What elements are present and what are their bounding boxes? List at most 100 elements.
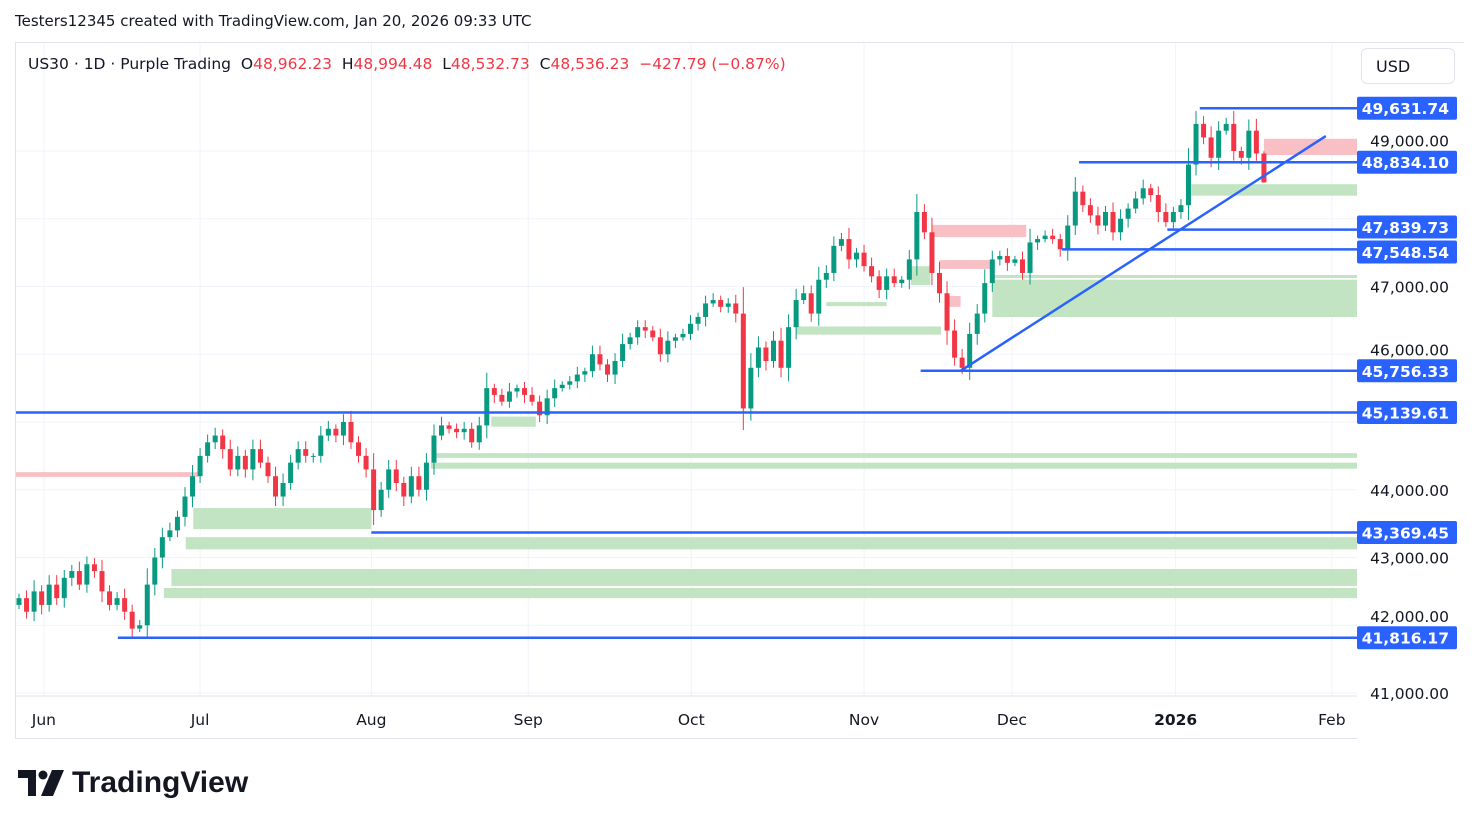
candle-down (371, 469, 377, 511)
candle-down (1087, 205, 1093, 216)
candle-up (680, 333, 686, 338)
time-tick-label: 2026 (1154, 711, 1197, 729)
high-label: H (341, 55, 354, 73)
candle-down (597, 354, 603, 365)
candle-down (537, 401, 543, 416)
candle-down (529, 394, 535, 402)
supply-zone (16, 472, 199, 477)
candle-down (740, 313, 746, 409)
tradingview-logo[interactable]: TradingView (18, 766, 248, 800)
candle-down (936, 272, 942, 294)
candle-down (657, 337, 663, 355)
candle-up (167, 530, 173, 538)
candle-up (853, 252, 859, 260)
candle-down (1095, 215, 1101, 226)
candle-up (635, 327, 641, 338)
price-level-badge (1357, 359, 1457, 383)
candle-down (401, 482, 407, 497)
time-tick-label: Jun (31, 711, 56, 729)
candle-down (393, 469, 399, 483)
price-tick-label: 41,000.00 (1370, 685, 1449, 703)
candle-down (952, 330, 958, 358)
candle-up (695, 316, 701, 324)
candle-up (703, 303, 709, 317)
candle-down (778, 340, 784, 368)
candle-down (348, 422, 354, 443)
candle-down (522, 388, 528, 395)
candle-down (929, 232, 935, 273)
candle-up (899, 279, 905, 284)
candle-up (1223, 123, 1229, 131)
candle-down (499, 394, 505, 402)
change-value: −427.79 (−0.87%) (639, 55, 786, 73)
candle-up (974, 313, 980, 334)
candle-down (24, 598, 30, 612)
candle-up (1072, 191, 1078, 226)
price-level-label: 45,756.33 (1362, 363, 1449, 381)
price-level-label: 49,631.74 (1362, 100, 1449, 118)
candle-up (340, 422, 346, 436)
candle-up (1042, 235, 1048, 240)
candle-up (612, 361, 618, 375)
time-tick-label: Sep (514, 711, 543, 729)
candle-up (235, 455, 241, 470)
close-value: 48,536.23 (550, 55, 630, 73)
currency-button[interactable]: USD (1361, 48, 1455, 84)
candle-up (190, 476, 196, 497)
demand-zone (796, 326, 941, 335)
candle-down (733, 303, 739, 314)
candle-up (997, 256, 1003, 260)
low-value: 48,532.73 (450, 55, 530, 73)
demand-zone (430, 462, 1357, 469)
candle-down (99, 571, 105, 592)
demand-zone (436, 453, 1357, 458)
candle-down (265, 462, 271, 477)
candle-up (544, 398, 550, 416)
ohlc-legend: US30 · 1D · Purple Trading O48,962.23 H4… (28, 55, 786, 73)
candle-down (454, 428, 460, 433)
candle-down (356, 442, 362, 456)
price-tick-label: 42,000.00 (1370, 608, 1449, 626)
chart-panel[interactable]: 41,000.00 42,000.00 43,000.00 44,000.00 46,0… (15, 42, 1465, 740)
price-tick-label: 46,000.00 (1370, 341, 1449, 359)
candle-up (114, 598, 120, 605)
candle-up (823, 272, 829, 280)
candle-down (1261, 153, 1267, 183)
candle-up (506, 391, 512, 402)
candle-up (295, 449, 301, 463)
price-level-label: 45,139.61 (1362, 405, 1449, 423)
candlestick-chart[interactable]: 41,000.00 42,000.00 43,000.00 44,000.00 46,0… (16, 43, 1465, 740)
candle-up (748, 367, 754, 409)
candle-up (620, 344, 626, 362)
price-level-label: 41,816.17 (1362, 630, 1449, 648)
candle-down (1155, 195, 1161, 212)
candle-down (1208, 137, 1214, 158)
candle-up (61, 577, 67, 599)
candle-up (574, 374, 580, 382)
supply-zone (939, 260, 993, 269)
candle-down (1253, 130, 1259, 154)
candle-down (469, 428, 475, 443)
candle-down (363, 455, 369, 470)
candle-up (688, 323, 694, 334)
candle-down (491, 388, 497, 395)
candle-up (1178, 205, 1184, 212)
candle-up (786, 327, 792, 368)
candle-down (227, 449, 233, 470)
demand-zone (193, 508, 372, 530)
demand-zone (171, 569, 1358, 586)
candle-up (174, 516, 180, 531)
symbol-label[interactable]: US30 · 1D · Purple Trading (28, 55, 232, 73)
candle-up (1118, 218, 1124, 233)
price-level-badge (1357, 401, 1457, 425)
price-tick-label: 47,000.00 (1370, 279, 1449, 297)
candle-up (31, 591, 37, 612)
candle-up (386, 469, 392, 490)
candle-down (1004, 256, 1010, 263)
candle-up (771, 340, 776, 362)
demand-zone (910, 266, 931, 286)
demand-zone (163, 587, 1357, 599)
candle-up (672, 337, 678, 341)
candle-down (1050, 235, 1056, 240)
price-level-badge (1357, 96, 1457, 120)
